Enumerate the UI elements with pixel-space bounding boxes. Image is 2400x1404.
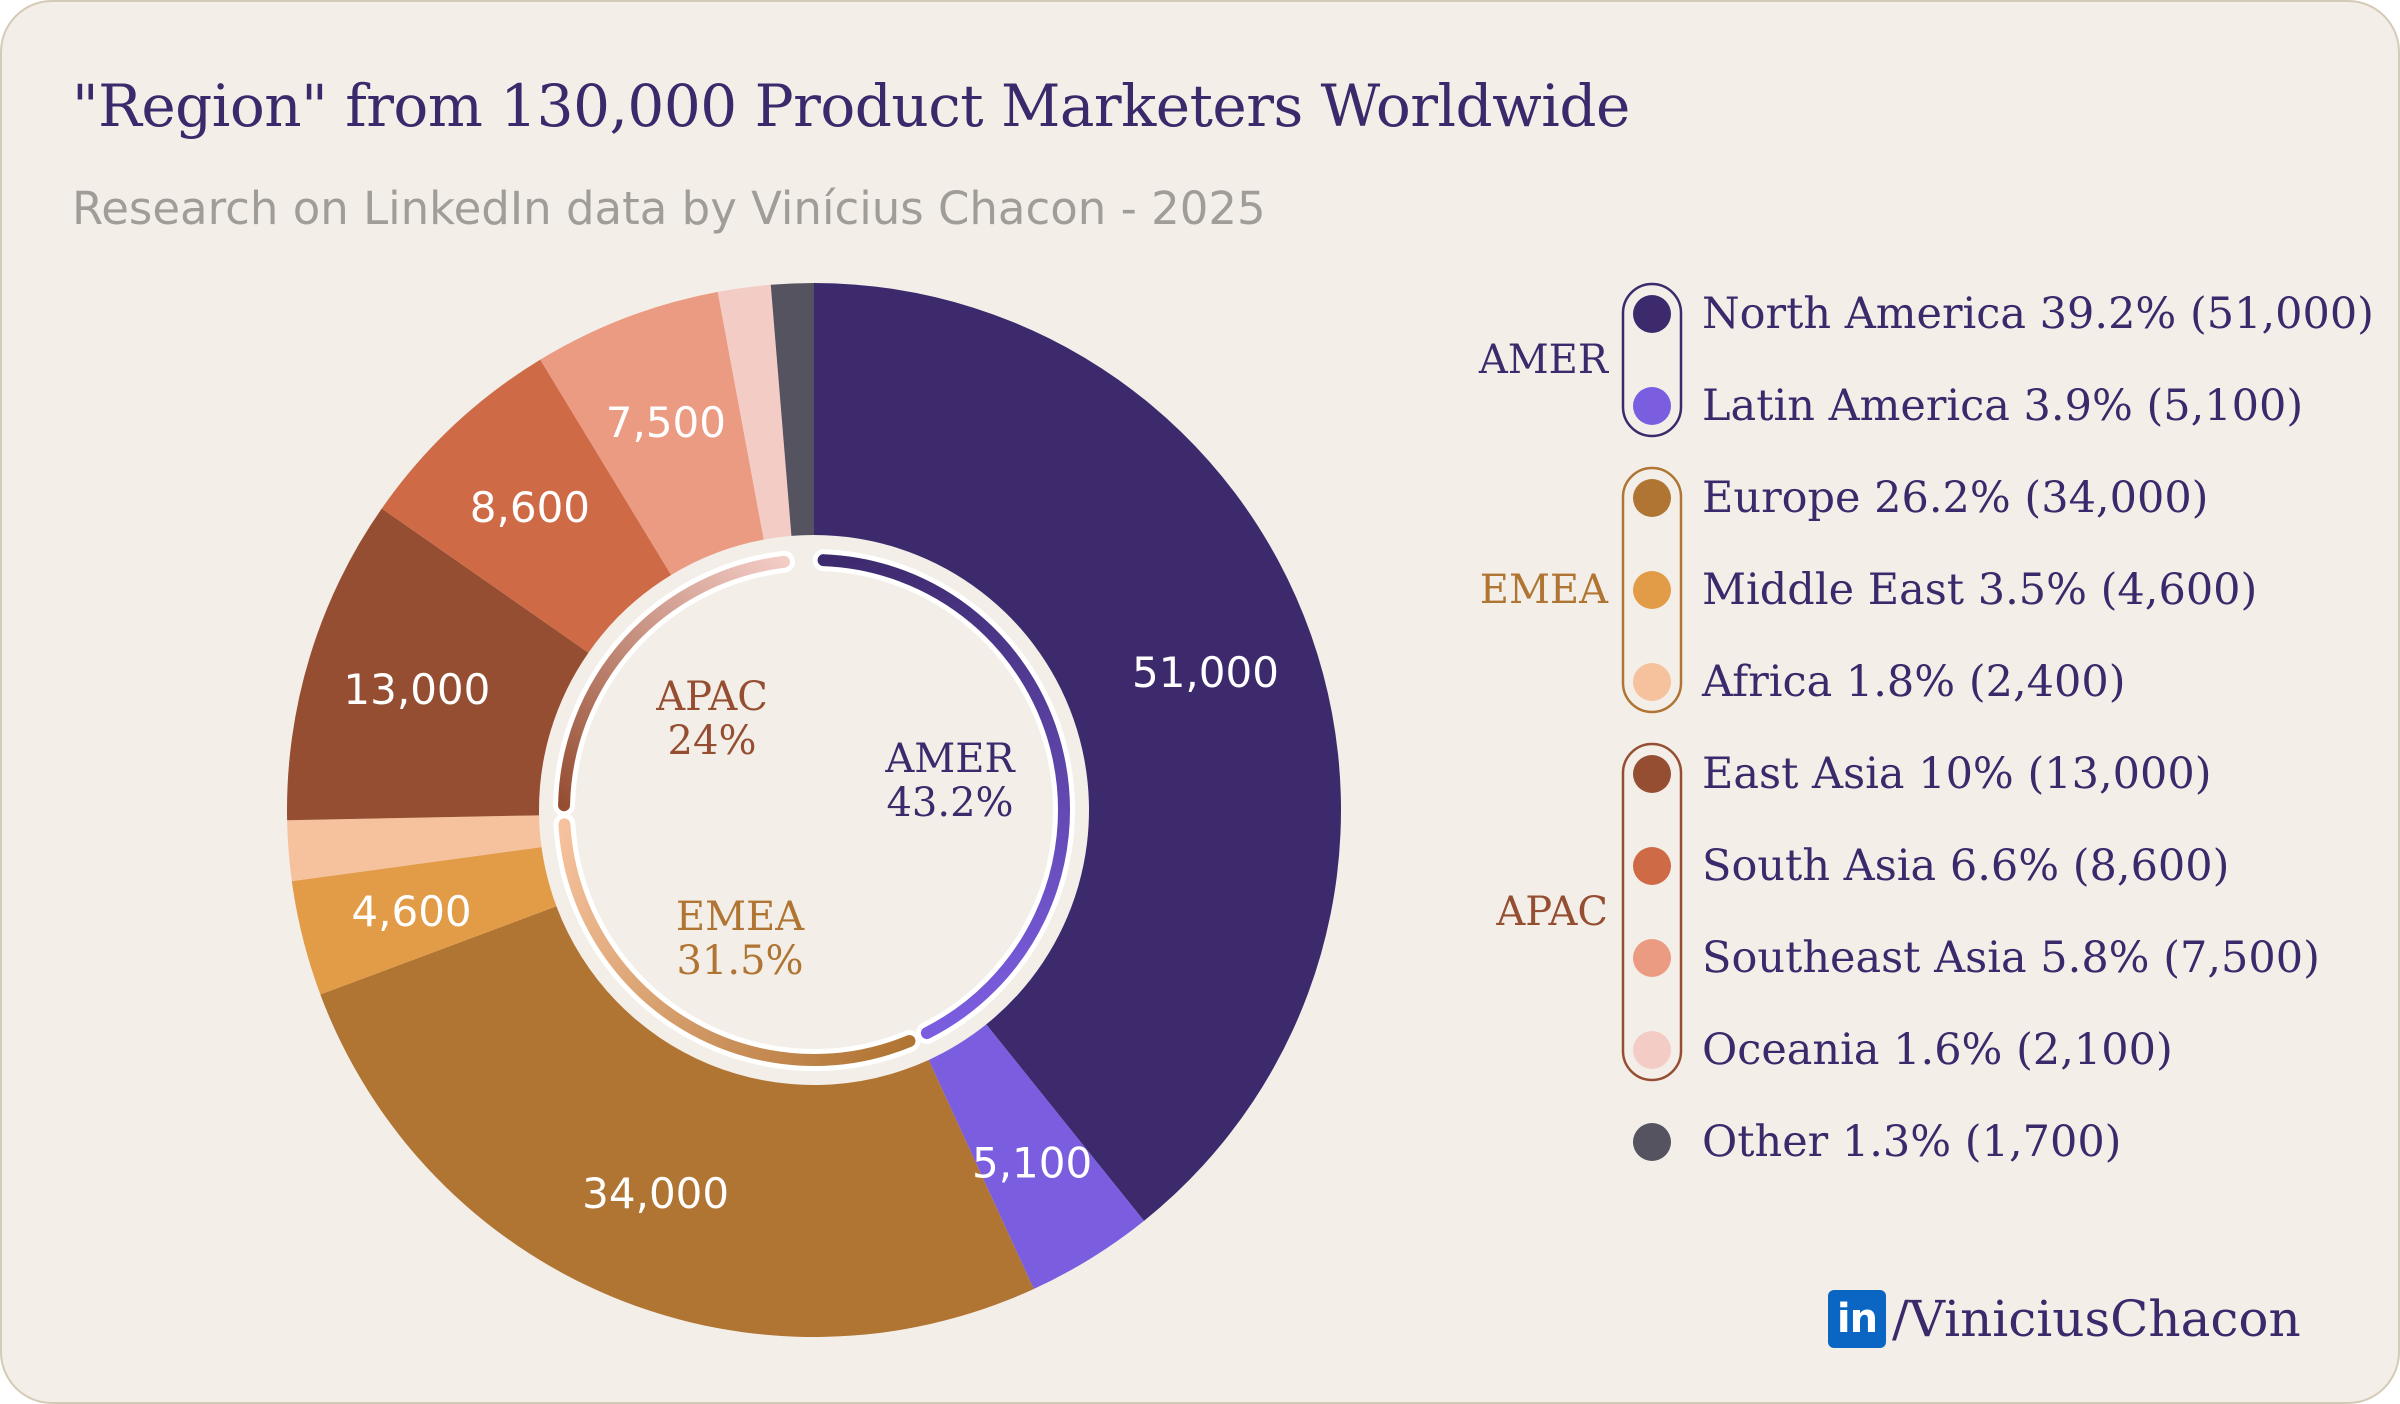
legend-item-east-asia[interactable]: East Asia 10% (13,000) <box>1702 749 2211 799</box>
slice-south-asia[interactable] <box>381 359 672 653</box>
group-arc-amer <box>817 554 1071 1040</box>
slice-latin-america[interactable] <box>928 1024 1144 1289</box>
legend-swatch-south-asia <box>1633 847 1671 885</box>
slice-label-southeast-asia: 7,500 <box>606 398 726 447</box>
slice-other[interactable] <box>770 283 814 536</box>
slice-europe[interactable] <box>320 906 1034 1338</box>
linkedin-brand[interactable]: in /ViniciusChacon <box>1828 1290 2301 1348</box>
legend-bracket-apac <box>1621 742 1683 1082</box>
legend-swatch-oceania <box>1633 1031 1671 1069</box>
legend-swatch-europe <box>1633 479 1671 517</box>
legend-group-apac: APAC <box>1495 889 1608 935</box>
slice-east-asia[interactable] <box>287 508 589 821</box>
slice-label-north-america: 51,000 <box>1132 648 1279 697</box>
legend-swatch-north-america <box>1633 295 1671 333</box>
legend-swatch-middle-east <box>1633 571 1671 609</box>
linkedin-handle: /ViniciusChacon <box>1892 1290 2301 1348</box>
group-name-emea: EMEA <box>676 894 805 940</box>
slice-north-america[interactable] <box>814 283 1342 1221</box>
legend-bracket-amer <box>1621 282 1683 438</box>
slice-label-south-asia: 8,600 <box>470 483 590 532</box>
chart-subtitle: Research on LinkedIn data by Vinícius Ch… <box>72 182 1266 235</box>
slice-label-middle-east: 4,600 <box>351 887 471 936</box>
slice-southeast-asia[interactable] <box>540 291 764 576</box>
legend-item-north-america[interactable]: North America 39.2% (51,000) <box>1702 289 2374 339</box>
group-arc-apac <box>558 555 790 812</box>
legend-swatch-latin-america <box>1633 387 1671 425</box>
legend-item-middle-east[interactable]: Middle East 3.5% (4,600) <box>1702 565 2257 615</box>
legend-item-africa[interactable]: Africa 1.8% (2,400) <box>1701 657 2125 707</box>
legend-swatch-africa <box>1633 663 1671 701</box>
chart-title: "Region" from 130,000 Product Marketers … <box>72 72 1630 140</box>
group-percent-emea: 31.5% <box>676 938 803 984</box>
group-name-amer: AMER <box>884 736 1016 782</box>
group-name-apac: APAC <box>655 674 768 720</box>
legend-item-latin-america[interactable]: Latin America 3.9% (5,100) <box>1702 381 2303 431</box>
slice-oceania[interactable] <box>717 284 792 540</box>
group-percent-apac: 24% <box>668 718 757 764</box>
legend-swatch-other <box>1633 1123 1671 1161</box>
legend-item-other[interactable]: Other 1.3% (1,700) <box>1702 1117 2121 1167</box>
slice-africa[interactable] <box>287 815 542 882</box>
donut-slices <box>287 283 1342 1338</box>
linkedin-icon: in <box>1828 1290 1886 1348</box>
legend-group-amer: AMER <box>1478 337 1610 383</box>
slice-middle-east[interactable] <box>291 847 557 995</box>
legend-swatch-east-asia <box>1633 755 1671 793</box>
legend-item-europe[interactable]: Europe 26.2% (34,000) <box>1702 473 2208 523</box>
legend-group-emea: EMEA <box>1480 567 1609 613</box>
legend: AMER EMEA APAC North America 39.2% (51,000)… <box>1478 282 2374 1167</box>
region-group-arcs <box>553 549 1076 1071</box>
group-percent-amer: 43.2% <box>886 780 1013 826</box>
legend-bracket-emea <box>1621 466 1683 714</box>
slice-label-latin-america: 5,100 <box>972 1139 1092 1188</box>
legend-item-southeast-asia[interactable]: Southeast Asia 5.8% (7,500) <box>1702 933 2320 983</box>
legend-swatch-southeast-asia <box>1633 939 1671 977</box>
slice-label-east-asia: 13,000 <box>343 665 490 714</box>
legend-item-south-asia[interactable]: South Asia 6.6% (8,600) <box>1702 841 2229 891</box>
legend-item-oceania[interactable]: Oceania 1.6% (2,100) <box>1702 1025 2173 1075</box>
slice-label-europe: 34,000 <box>582 1169 729 1218</box>
group-arc-emea <box>558 818 916 1066</box>
donut-slice-labels: 51,000 5,100 34,000 4,600 13,000 8,600 7,500 <box>343 398 1279 1218</box>
